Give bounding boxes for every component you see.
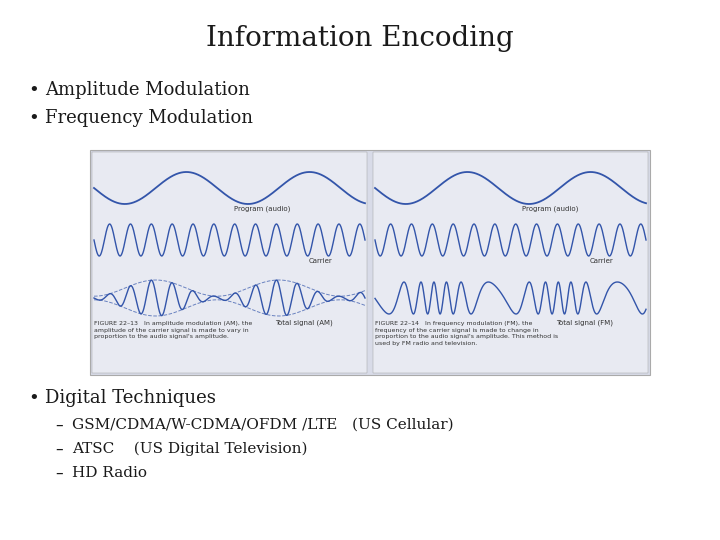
Text: –: – bbox=[55, 417, 63, 433]
Text: GSM/CDMA/W-CDMA/OFDM /LTE   (US Cellular): GSM/CDMA/W-CDMA/OFDM /LTE (US Cellular) bbox=[72, 418, 454, 432]
Text: Total signal (FM): Total signal (FM) bbox=[557, 320, 613, 327]
Text: FIGURE 22–14   In frequency modulation (FM), the
frequency of the carrier signal: FIGURE 22–14 In frequency modulation (FM… bbox=[375, 321, 558, 346]
Bar bbox=[90, 150, 650, 375]
Text: ATSC    (US Digital Television): ATSC (US Digital Television) bbox=[72, 442, 307, 456]
Text: Carrier: Carrier bbox=[590, 258, 613, 264]
Text: •: • bbox=[28, 81, 39, 99]
Text: •: • bbox=[28, 109, 39, 127]
Text: Digital Techniques: Digital Techniques bbox=[45, 389, 216, 407]
Text: FIGURE 22–13   In amplitude modulation (AM), the
amplitude of the carrier signal: FIGURE 22–13 In amplitude modulation (AM… bbox=[94, 321, 252, 339]
Text: HD Radio: HD Radio bbox=[72, 466, 147, 480]
Text: Carrier: Carrier bbox=[309, 258, 333, 264]
Text: Frequency Modulation: Frequency Modulation bbox=[45, 109, 253, 127]
Text: Amplitude Modulation: Amplitude Modulation bbox=[45, 81, 250, 99]
Text: Program (audio): Program (audio) bbox=[522, 206, 578, 213]
Text: •: • bbox=[28, 389, 39, 407]
Text: Total signal (AM): Total signal (AM) bbox=[275, 320, 333, 327]
Text: Program (audio): Program (audio) bbox=[234, 206, 290, 213]
Text: –: – bbox=[55, 465, 63, 481]
Bar bbox=[373, 152, 648, 373]
Text: –: – bbox=[55, 442, 63, 456]
Text: Information Encoding: Information Encoding bbox=[206, 24, 514, 51]
Bar bbox=[92, 152, 367, 373]
